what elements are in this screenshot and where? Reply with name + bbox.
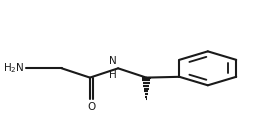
Text: $\mathregular{H_2N}$: $\mathregular{H_2N}$ <box>3 61 24 75</box>
Text: O: O <box>87 102 95 112</box>
Text: H: H <box>109 70 117 80</box>
Text: N: N <box>109 56 117 66</box>
